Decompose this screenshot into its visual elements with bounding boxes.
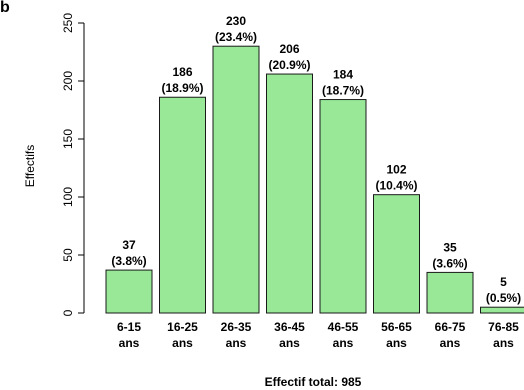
category-label: 6-15	[117, 320, 141, 334]
y-axis: 0 50 100 150 200 250	[61, 13, 85, 316]
category-label: ans	[226, 336, 247, 350]
footer-total-label: Effectif total: 985	[265, 375, 362, 389]
category-label: 66-75	[435, 320, 466, 334]
category-label: ans	[440, 336, 461, 350]
bar-value-label: 230	[226, 14, 246, 28]
category-label: ans	[172, 336, 193, 350]
bar-percent-label: (18.9%)	[161, 81, 203, 95]
bar-percent-label: (3.6%)	[432, 256, 467, 270]
bar	[319, 99, 367, 314]
y-tick-label: 150	[61, 129, 75, 149]
bar-value-label: 206	[279, 42, 299, 56]
y-tick-label: 250	[61, 13, 75, 33]
y-tick-label: 200	[61, 71, 75, 91]
bar-value-label: 37	[122, 238, 136, 252]
bar-percent-label: (18.7%)	[322, 84, 364, 98]
bar-value-label: 102	[386, 163, 406, 177]
bar	[159, 96, 206, 314]
category-label: 16-25	[167, 320, 198, 334]
bar-percent-label: (0.5%)	[486, 291, 521, 305]
category-label: ans	[386, 336, 407, 350]
bar-value-label: 186	[172, 65, 192, 79]
bar-percent-label: (23.4%)	[215, 30, 257, 44]
bar	[212, 45, 260, 314]
y-tick-label: 50	[61, 248, 75, 262]
bar	[480, 306, 524, 314]
bar-value-label: 35	[443, 240, 457, 254]
category-label: ans	[119, 336, 140, 350]
category-label: 26-35	[221, 320, 252, 334]
category-labels: 6-15 ans 16-25 ans 26-35 ans 36-45 ans 46-55 ans 5…	[117, 320, 519, 350]
category-label: 36-45	[274, 320, 305, 334]
bars	[105, 45, 524, 314]
category-label: ans	[333, 336, 354, 350]
bar-value-label: 5	[500, 275, 507, 289]
panel-letter: b	[0, 0, 10, 16]
bar	[105, 269, 153, 314]
category-label: 46-55	[328, 320, 359, 334]
category-label: ans	[279, 336, 300, 350]
category-label: 76-85	[488, 320, 519, 334]
bar-percent-label: (10.4%)	[375, 179, 417, 193]
bar-value-label: 184	[333, 68, 353, 82]
bar	[266, 73, 313, 314]
value-labels: 37 (3.8%) 186 (18.9%) 230 (23.4%) 206 (20.9%) 18…	[111, 14, 521, 305]
y-tick-label: 0	[61, 309, 75, 316]
bar	[373, 194, 420, 314]
bar-percent-label: (20.9%)	[268, 58, 310, 72]
bar-percent-label: (3.8%)	[111, 254, 146, 268]
category-label: 56-65	[381, 320, 412, 334]
category-label: ans	[493, 336, 514, 350]
y-axis-label: Effectifs	[23, 145, 37, 187]
bar	[426, 271, 474, 314]
y-tick-label: 100	[61, 187, 75, 207]
